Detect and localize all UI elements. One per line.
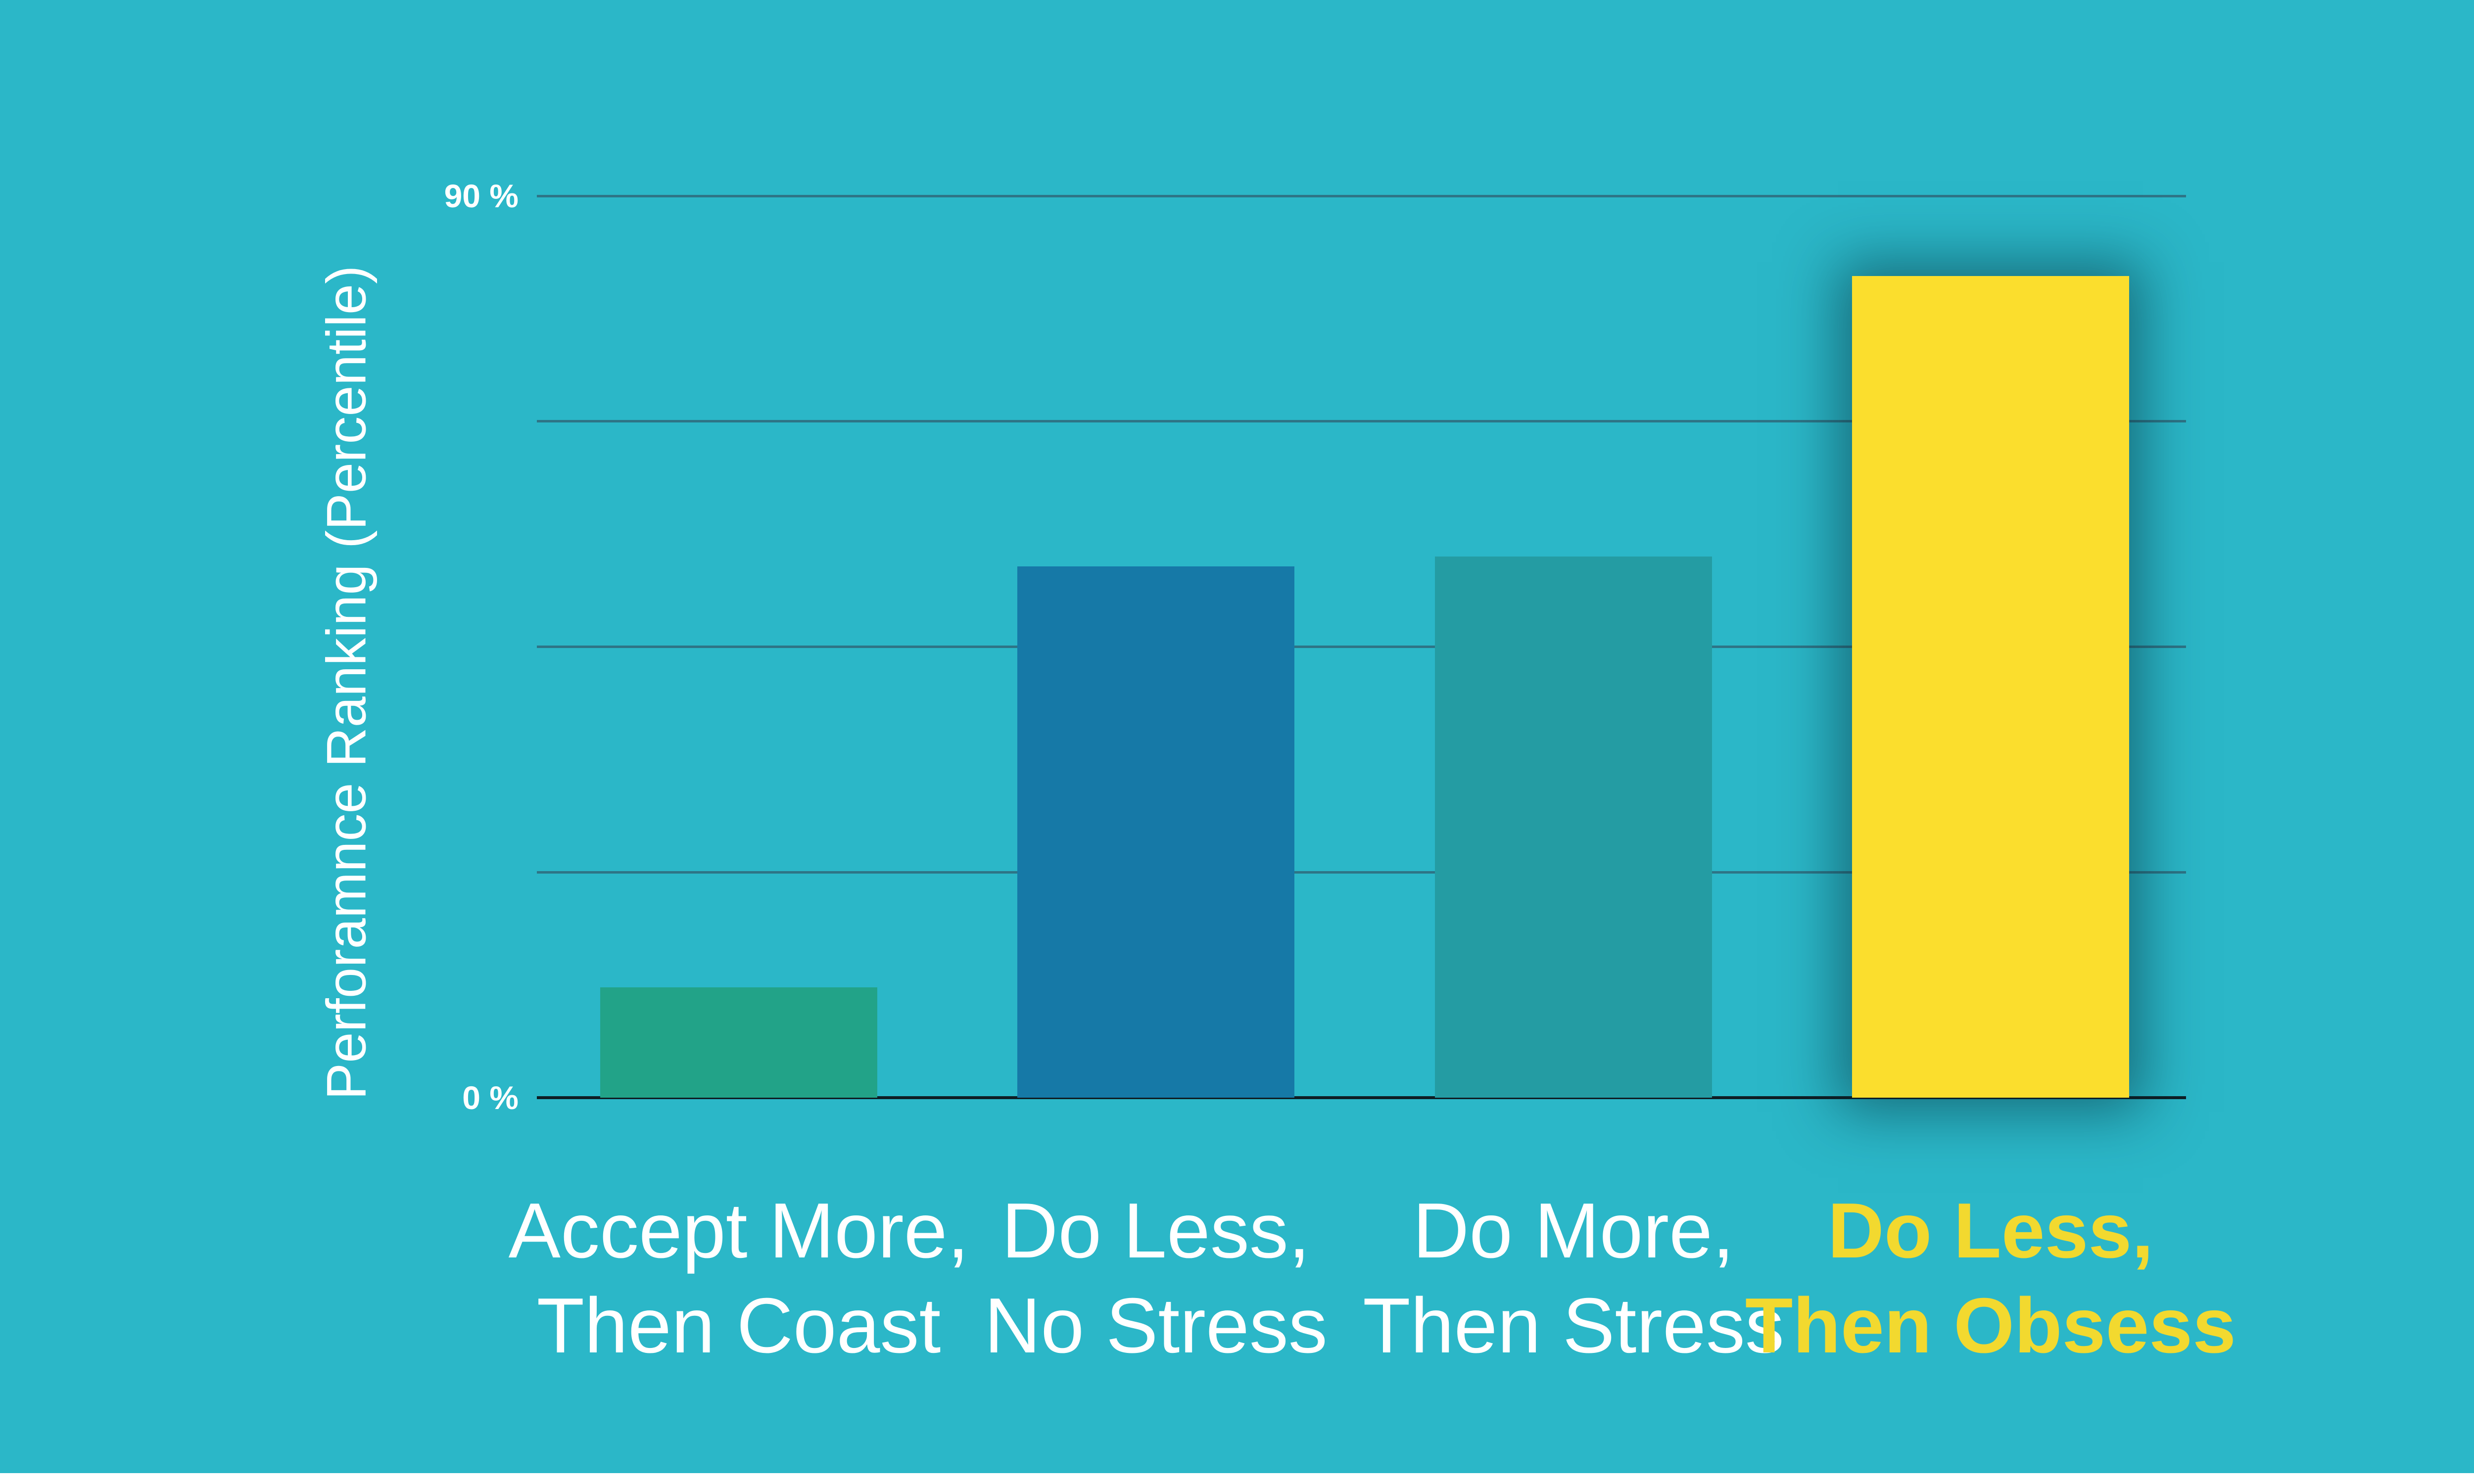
bar-do-less-no-stress — [1017, 566, 1294, 1098]
category-label-do-more-then-stress: Do More, Then Stress — [1363, 1187, 1784, 1369]
gridline-45 — [537, 646, 2186, 648]
gridline-22.5 — [537, 871, 2186, 874]
gridline-90 — [537, 194, 2186, 197]
bottom-edge-strip — [0, 1473, 2474, 1484]
y-tick-label-0: 0 % — [462, 1079, 519, 1116]
y-axis-title: Perforamnce Ranking (Percentile) — [315, 265, 378, 1100]
category-label-accept-more-then-coast: Accept More, Then Coast — [508, 1187, 969, 1369]
category-label-do-less-then-obsess: Do Less, Then Obsess — [1745, 1187, 2236, 1369]
bar-do-less-then-obsess — [1852, 276, 2129, 1098]
bar-accept-more-then-coast — [600, 987, 877, 1098]
y-tick-label-90: 90 % — [444, 178, 519, 214]
x-axis-line — [537, 1096, 2186, 1099]
category-label-do-less-no-stress: Do Less, No Stress — [984, 1187, 1328, 1369]
gridline-67.5 — [537, 420, 2186, 423]
bar-do-more-then-stress — [1435, 556, 1712, 1098]
